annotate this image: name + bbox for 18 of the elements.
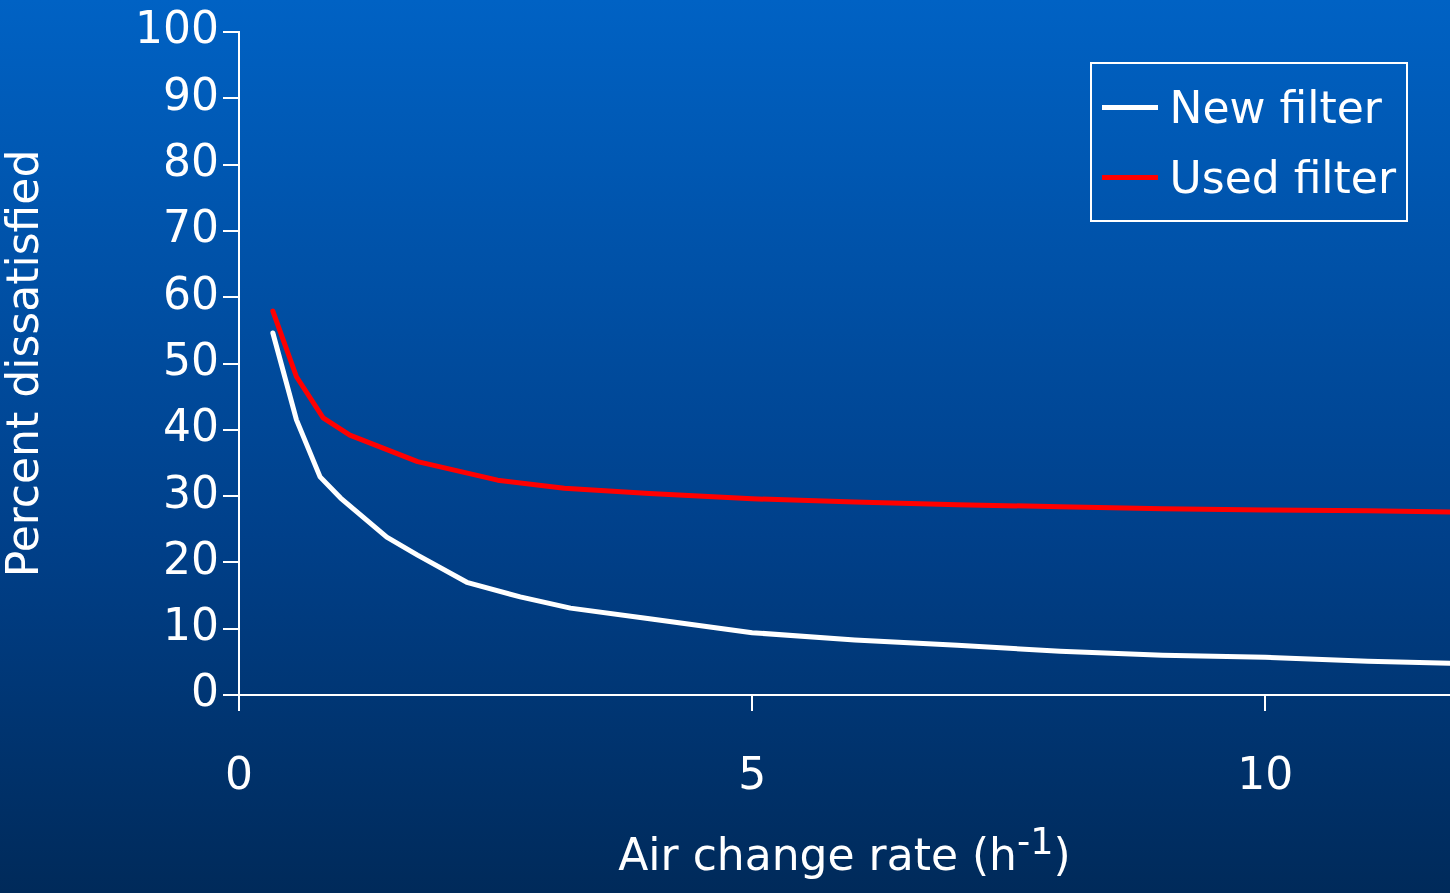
y-tick-label: 60 <box>163 267 219 319</box>
y-tick-label: 90 <box>163 68 219 120</box>
y-tick-label: 0 <box>191 665 219 717</box>
y-axis-title: Percent dissatisfied <box>0 149 48 578</box>
x-tick-label: 5 <box>738 747 767 799</box>
y-tick-label: 10 <box>163 599 219 651</box>
y-tick-label: 100 <box>135 2 219 54</box>
x-axis-title: Air change rate (h$^{-1}$) <box>617 819 1072 882</box>
y-tick-label: 80 <box>163 135 219 187</box>
legend-label: New filter <box>1169 81 1382 133</box>
y-tick-label: 30 <box>163 466 219 518</box>
x-tick-label: 10 <box>1237 747 1294 799</box>
y-tick-label: 40 <box>163 400 219 452</box>
legend-label: Used filter <box>1169 151 1396 203</box>
y-tick-label: 50 <box>163 333 219 385</box>
x-tick-label: 0 <box>225 747 253 799</box>
y-tick-label: 20 <box>163 532 219 584</box>
y-tick-label: 70 <box>163 201 219 253</box>
